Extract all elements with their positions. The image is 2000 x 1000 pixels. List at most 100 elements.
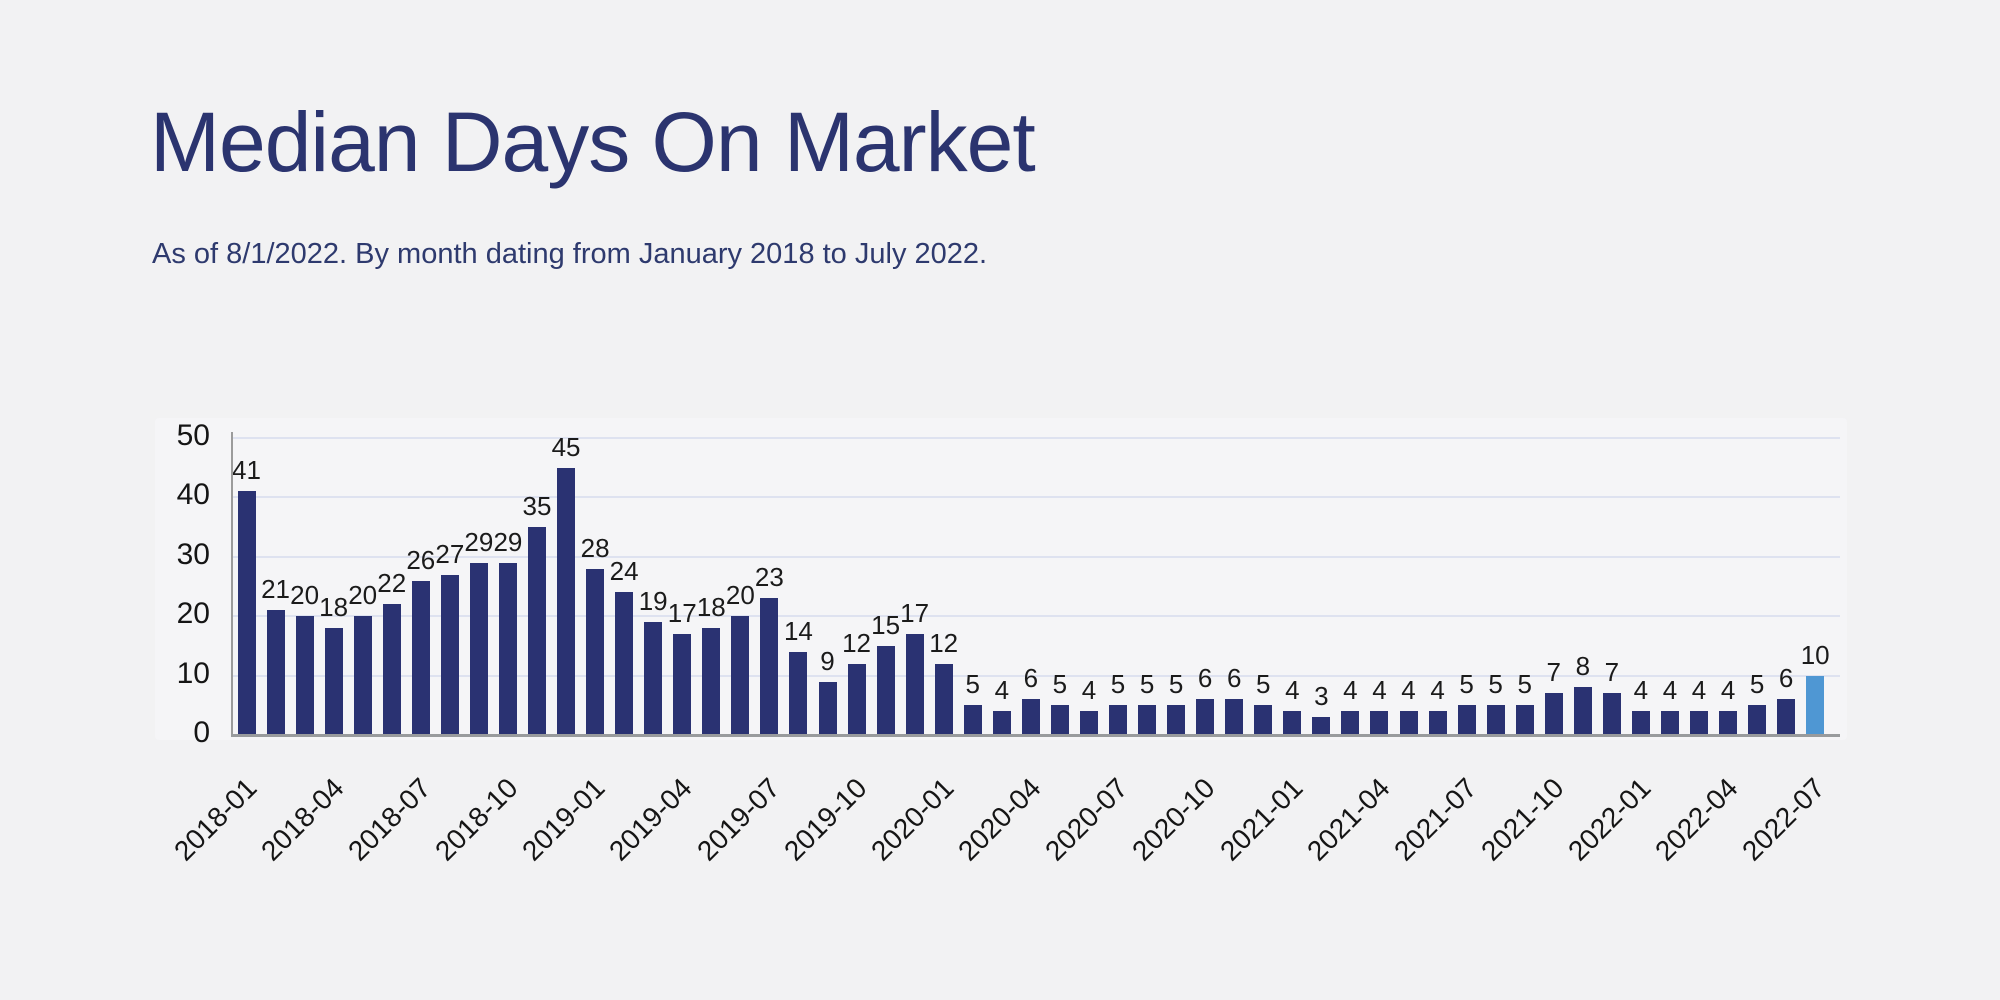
bar-2019-02[interactable] bbox=[615, 592, 634, 735]
x-axis-label-2022-01: 2022-01 bbox=[1562, 772, 1657, 867]
gridline-30 bbox=[232, 555, 1840, 558]
bar-2019-04[interactable] bbox=[673, 634, 692, 735]
bar-2019-03[interactable] bbox=[644, 622, 663, 735]
bar-2018-04[interactable] bbox=[324, 628, 343, 735]
x-axis-label-2020-07: 2020-07 bbox=[1039, 772, 1134, 867]
bar-value-label-2020-01: 12 bbox=[929, 627, 959, 658]
bar-2020-10[interactable] bbox=[1196, 699, 1215, 735]
x-axis-label-2020-01: 2020-01 bbox=[865, 772, 960, 867]
bar-2018-06[interactable] bbox=[382, 604, 401, 735]
bar-2021-12[interactable] bbox=[1602, 693, 1621, 735]
x-axis-label-2019-10: 2019-10 bbox=[777, 772, 873, 867]
bar-value-label-2021-12: 7 bbox=[1604, 657, 1620, 688]
bar-2022-02[interactable] bbox=[1660, 711, 1679, 735]
bar-2021-11[interactable] bbox=[1573, 687, 1592, 735]
bar-value-label-2020-11: 6 bbox=[1226, 663, 1242, 694]
bar-value-label-2019-05: 18 bbox=[696, 592, 726, 623]
bar-2018-05[interactable] bbox=[353, 616, 372, 735]
bar-2018-03[interactable] bbox=[295, 616, 314, 735]
bar-2019-08[interactable] bbox=[789, 651, 808, 735]
bar-2022-07[interactable] bbox=[1806, 675, 1825, 735]
x-axis-label-2019-01: 2019-01 bbox=[516, 772, 612, 867]
bar-2021-08[interactable] bbox=[1486, 705, 1505, 735]
bar-2019-09[interactable] bbox=[818, 681, 837, 735]
x-axis-label-2019-07: 2019-07 bbox=[690, 772, 786, 867]
x-axis-label-2018-07: 2018-07 bbox=[342, 772, 437, 867]
bar-value-label-2020-03: 4 bbox=[994, 675, 1010, 706]
bar-2021-02[interactable] bbox=[1312, 717, 1331, 735]
bar-2018-11[interactable] bbox=[528, 527, 546, 735]
bar-2020-04[interactable] bbox=[1021, 699, 1040, 735]
bar-value-label-2021-09: 5 bbox=[1517, 669, 1532, 700]
x-axis-label-2021-01: 2021-01 bbox=[1213, 772, 1309, 867]
bar-value-label-2020-07: 5 bbox=[1110, 669, 1126, 700]
bar-value-label-2020-12: 5 bbox=[1256, 669, 1271, 700]
bar-2020-02[interactable] bbox=[963, 705, 982, 735]
bar-value-label-2018-02: 21 bbox=[261, 574, 290, 605]
bar-2018-08[interactable] bbox=[440, 574, 459, 735]
bar-2021-05[interactable] bbox=[1399, 711, 1418, 735]
bar-2021-06[interactable] bbox=[1428, 711, 1447, 735]
x-axis-label-2020-04: 2020-04 bbox=[952, 772, 1047, 867]
bar-value-label-2019-09: 9 bbox=[820, 645, 835, 676]
bar-value-label-2020-02: 5 bbox=[965, 669, 980, 700]
gridline-50 bbox=[232, 437, 1840, 439]
y-axis-label-20: 20 bbox=[176, 597, 210, 631]
bar-2022-03[interactable] bbox=[1690, 711, 1708, 735]
bar-value-label-2021-07: 5 bbox=[1459, 669, 1474, 700]
bar-2019-11[interactable] bbox=[876, 645, 895, 735]
bar-2021-04[interactable] bbox=[1370, 711, 1389, 735]
bar-value-label-2018-04: 18 bbox=[319, 592, 349, 623]
bar-2018-12[interactable] bbox=[557, 467, 576, 735]
bar-value-label-2018-08: 27 bbox=[435, 538, 465, 569]
bar-value-label-2018-09: 29 bbox=[464, 526, 494, 557]
gridline-10 bbox=[232, 674, 1840, 677]
bar-2018-07[interactable] bbox=[411, 580, 430, 735]
bar-2022-01[interactable] bbox=[1631, 711, 1650, 735]
y-axis-label-30: 30 bbox=[176, 537, 210, 571]
bar-2021-10[interactable] bbox=[1544, 693, 1563, 735]
y-axis-line bbox=[231, 432, 233, 735]
y-axis-label-40: 40 bbox=[176, 478, 210, 512]
bar-value-label-2022-03: 4 bbox=[1691, 675, 1707, 706]
bar-2020-08[interactable] bbox=[1138, 705, 1157, 735]
bar-2021-07[interactable] bbox=[1457, 705, 1476, 735]
bar-2018-09[interactable] bbox=[469, 562, 488, 735]
bar-value-label-2019-02: 24 bbox=[609, 556, 639, 587]
bar-2021-09[interactable] bbox=[1515, 705, 1534, 735]
bar-2018-02[interactable] bbox=[266, 610, 285, 735]
bar-2019-05[interactable] bbox=[702, 628, 721, 735]
bar-2022-06[interactable] bbox=[1777, 699, 1796, 735]
bar-2020-01[interactable] bbox=[934, 663, 953, 735]
bar-2019-06[interactable] bbox=[731, 616, 750, 735]
bar-value-label-2022-02: 4 bbox=[1662, 675, 1678, 706]
bar-2020-11[interactable] bbox=[1225, 699, 1244, 735]
bar-2020-06[interactable] bbox=[1079, 711, 1098, 735]
bar-2020-03[interactable] bbox=[992, 711, 1011, 735]
bar-2019-10[interactable] bbox=[847, 663, 866, 735]
bar-2019-12[interactable] bbox=[905, 634, 924, 735]
bar-2022-04[interactable] bbox=[1719, 711, 1738, 735]
bar-2018-10[interactable] bbox=[498, 562, 517, 735]
bar-2020-09[interactable] bbox=[1167, 705, 1186, 735]
bar-value-label-2021-06: 4 bbox=[1430, 675, 1445, 706]
bar-2022-05[interactable] bbox=[1748, 705, 1767, 735]
bar-value-label-2018-01: 41 bbox=[232, 455, 261, 486]
bar-2019-01[interactable] bbox=[586, 568, 605, 735]
bar-value-label-2019-12: 17 bbox=[900, 598, 930, 629]
bar-value-label-2022-05: 5 bbox=[1749, 669, 1765, 700]
bar-value-label-2021-05: 4 bbox=[1401, 675, 1416, 706]
y-axis-label-50: 50 bbox=[176, 419, 210, 452]
bar-2018-01[interactable] bbox=[237, 491, 256, 735]
bar-value-label-2018-12: 45 bbox=[551, 431, 581, 462]
bar-2019-07[interactable] bbox=[760, 598, 779, 735]
bar-2020-05[interactable] bbox=[1050, 705, 1069, 735]
bar-2020-07[interactable] bbox=[1109, 705, 1127, 735]
bar-2021-03[interactable] bbox=[1341, 711, 1360, 735]
bar-value-label-2019-03: 19 bbox=[638, 586, 668, 617]
bar-value-label-2022-06: 6 bbox=[1778, 663, 1794, 694]
bar-value-label-2020-09: 5 bbox=[1168, 669, 1184, 700]
x-axis-line bbox=[231, 734, 1840, 737]
bar-2020-12[interactable] bbox=[1254, 705, 1273, 735]
bar-2021-01[interactable] bbox=[1283, 711, 1302, 735]
